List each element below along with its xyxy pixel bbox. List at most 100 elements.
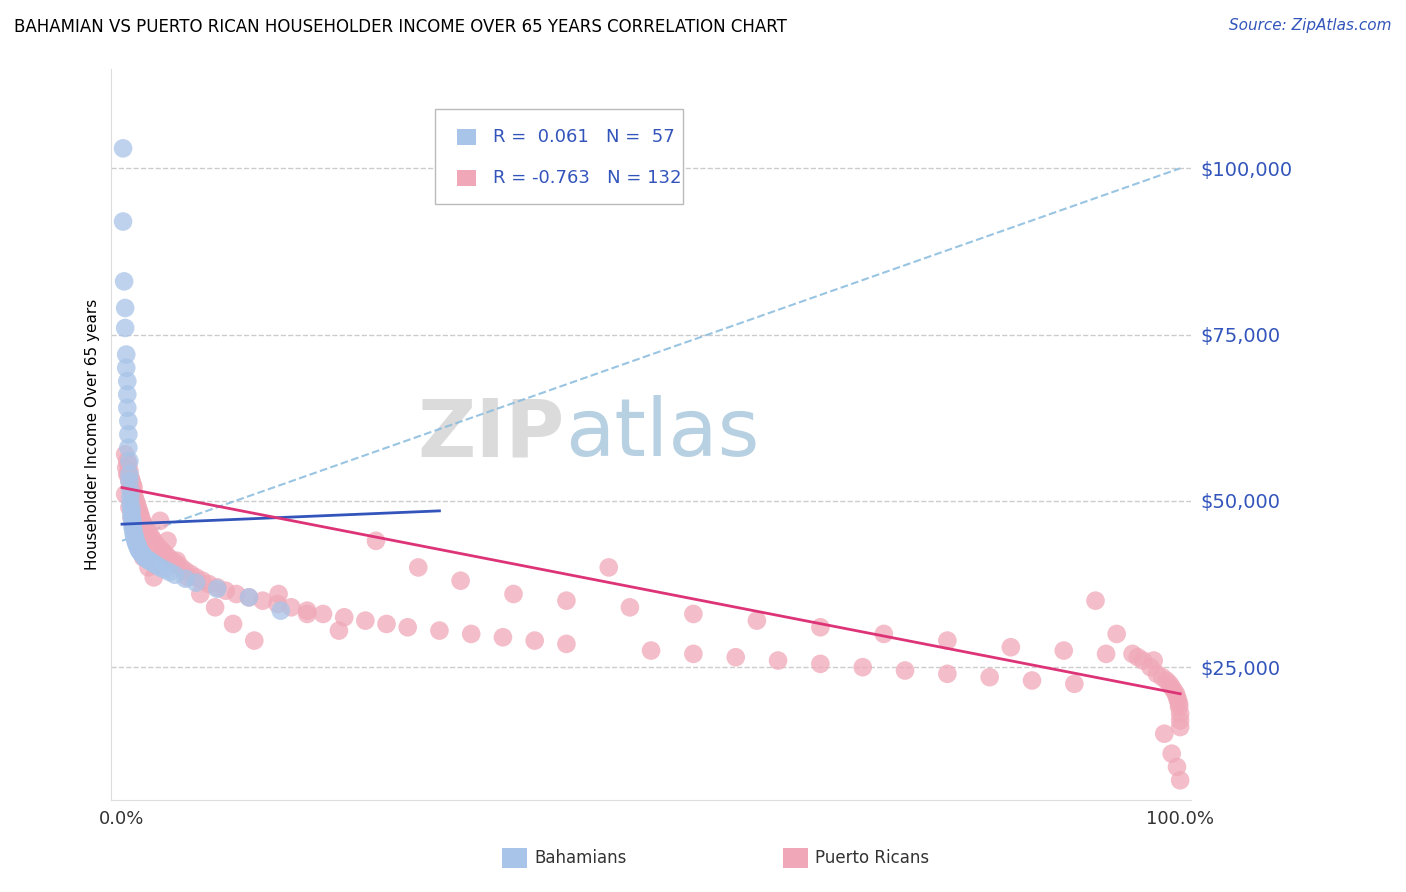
Point — [121, 506, 143, 520]
Point — [1163, 683, 1185, 698]
Point — [146, 558, 169, 573]
Point — [450, 574, 472, 588]
Point — [204, 600, 226, 615]
Point — [502, 587, 524, 601]
Point — [112, 141, 135, 155]
Point — [180, 567, 202, 582]
Text: R =  0.061   N =  57: R = 0.061 N = 57 — [494, 128, 675, 146]
Point — [267, 587, 290, 601]
Point — [1160, 680, 1182, 694]
Point — [1160, 747, 1182, 761]
Point — [1156, 673, 1178, 688]
Point — [121, 501, 143, 516]
Point — [142, 570, 165, 584]
Point — [117, 387, 139, 401]
Text: Source: ZipAtlas.com: Source: ZipAtlas.com — [1229, 18, 1392, 33]
Y-axis label: Householder Income Over 65 years: Householder Income Over 65 years — [86, 299, 100, 570]
Point — [134, 520, 156, 534]
Point — [406, 560, 429, 574]
Point — [225, 587, 247, 601]
Point — [122, 481, 145, 495]
Point — [125, 494, 148, 508]
Point — [153, 562, 176, 576]
Point — [120, 470, 142, 484]
Point — [117, 467, 139, 482]
Point — [1166, 690, 1188, 705]
Point — [745, 614, 768, 628]
Point — [1063, 677, 1085, 691]
Point — [120, 483, 142, 498]
Point — [124, 531, 146, 545]
Point — [121, 520, 143, 534]
Point — [121, 481, 143, 495]
Point — [125, 535, 148, 549]
Point — [131, 514, 153, 528]
Point — [1139, 660, 1161, 674]
Point — [295, 607, 318, 621]
Point — [1168, 700, 1191, 714]
Point — [555, 637, 578, 651]
Point — [266, 597, 288, 611]
Point — [682, 607, 704, 621]
Point — [174, 564, 197, 578]
Point — [120, 477, 142, 491]
Point — [112, 214, 135, 228]
Point — [619, 600, 641, 615]
Point — [121, 477, 143, 491]
Point — [112, 274, 135, 288]
Point — [328, 624, 350, 638]
Point — [117, 401, 139, 415]
Point — [132, 517, 155, 532]
Point — [873, 627, 896, 641]
Point — [115, 460, 138, 475]
Point — [118, 500, 141, 515]
Point — [1159, 677, 1181, 691]
Point — [138, 560, 160, 574]
Point — [429, 624, 451, 638]
Point — [936, 666, 959, 681]
Point — [136, 524, 159, 538]
Point — [120, 491, 142, 505]
Point — [155, 547, 177, 561]
Point — [555, 593, 578, 607]
Point — [1126, 650, 1149, 665]
Point — [170, 560, 193, 574]
Point — [1084, 593, 1107, 607]
Point — [134, 551, 156, 566]
Point — [114, 321, 136, 335]
Point — [191, 574, 214, 588]
Point — [238, 591, 260, 605]
Point — [122, 487, 145, 501]
Point — [1000, 640, 1022, 655]
Text: Bahamians: Bahamians — [534, 849, 627, 867]
Point — [1132, 654, 1154, 668]
Point — [125, 536, 148, 550]
Point — [141, 531, 163, 545]
Point — [129, 541, 152, 555]
Point — [894, 664, 917, 678]
Point — [129, 507, 152, 521]
Point — [724, 650, 747, 665]
Point — [117, 441, 139, 455]
FancyBboxPatch shape — [436, 109, 683, 204]
Point — [118, 474, 141, 488]
Point — [148, 541, 170, 555]
Point — [1164, 687, 1187, 701]
Point — [150, 543, 173, 558]
Point — [142, 533, 165, 548]
Bar — [457, 170, 475, 186]
Point — [1122, 647, 1144, 661]
Point — [121, 514, 143, 528]
Point — [1095, 647, 1118, 661]
Point — [145, 537, 167, 551]
Point — [1152, 670, 1174, 684]
Point — [129, 510, 152, 524]
Point — [115, 360, 138, 375]
Point — [121, 510, 143, 524]
Point — [118, 467, 141, 482]
Point — [118, 474, 141, 488]
Point — [142, 557, 165, 571]
Point — [523, 633, 546, 648]
Point — [125, 538, 148, 552]
Point — [122, 524, 145, 538]
